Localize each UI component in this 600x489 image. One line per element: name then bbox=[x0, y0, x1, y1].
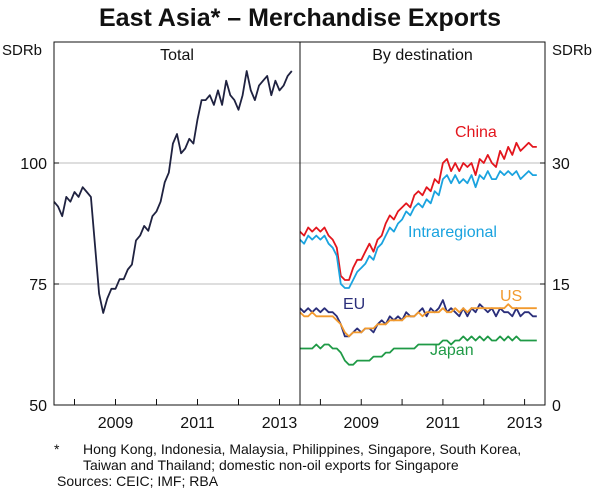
series-line-china bbox=[299, 141, 537, 281]
chart-title: East Asia* – Merchandise Exports bbox=[98, 4, 501, 32]
y-tick-label-left-2: 100 bbox=[20, 156, 47, 173]
x-tick-label-destination-1: 2011 bbox=[426, 415, 461, 432]
sources-note: Sources: CEIC; IMF; RBA bbox=[57, 473, 219, 489]
series-label-intraregional: Intraregional bbox=[408, 224, 497, 241]
y-tick-label-right-1: 15 bbox=[552, 277, 570, 294]
series-label-us: US bbox=[500, 288, 522, 305]
series-line-intraregional bbox=[299, 170, 537, 289]
y-tick-label-left-1: 75 bbox=[29, 277, 47, 294]
y-unit-label-left: SDRb bbox=[2, 42, 42, 59]
series-line-japan bbox=[300, 335, 537, 366]
series-line-total bbox=[53, 70, 293, 314]
y-tick-label-left-0: 50 bbox=[29, 398, 47, 415]
series-label-eu: EU bbox=[343, 296, 365, 313]
series-line-us bbox=[299, 303, 537, 338]
x-tick-label-total-0: 2009 bbox=[98, 415, 134, 432]
y-unit-label-right: SDRb bbox=[552, 42, 592, 59]
x-tick-label-destination-0: 2009 bbox=[343, 415, 379, 432]
series-label-china: China bbox=[455, 124, 497, 141]
footnote-line-1: Hong Kong, Indonesia, Malaysia, Philippi… bbox=[83, 441, 522, 457]
panel-title-destination: By destination bbox=[372, 47, 473, 64]
x-tick-label-total-1: 2011 bbox=[180, 415, 215, 432]
y-tick-label-right-0: 0 bbox=[552, 398, 561, 415]
footnote-marker: * bbox=[54, 441, 60, 457]
x-tick-label-total-2: 2013 bbox=[262, 415, 298, 432]
x-tick-label-destination-2: 2013 bbox=[507, 415, 543, 432]
y-tick-label-right-2: 30 bbox=[552, 156, 570, 173]
panel-title-total: Total bbox=[160, 47, 194, 64]
footnote-line-2: Taiwan and Thailand; domestic non-oil ex… bbox=[83, 457, 459, 473]
series-label-japan: Japan bbox=[430, 342, 474, 359]
footnote: * Hong Kong, Indonesia, Malaysia, Philip… bbox=[54, 441, 522, 473]
